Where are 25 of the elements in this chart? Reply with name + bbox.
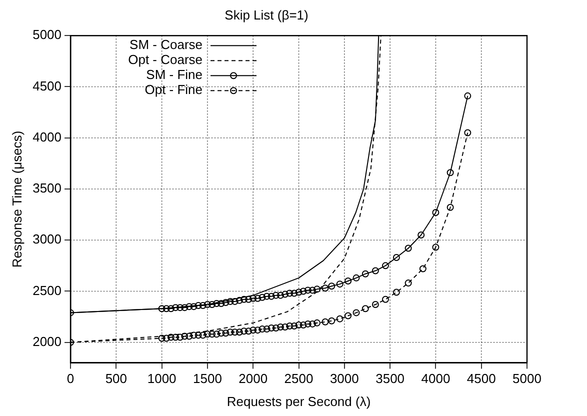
x-tick-label: 500	[105, 371, 128, 386]
x-tick-label: 4000	[421, 371, 450, 386]
x-tick-label: 2500	[284, 371, 314, 386]
y-tick-label: 4500	[32, 78, 62, 94]
legend-label: SM - Coarse	[130, 37, 203, 52]
chart-title: Skip List (β=1)	[224, 7, 308, 22]
x-tick-label: 2000	[238, 371, 268, 386]
y-axis-title: Response Time (μsecs)	[9, 130, 24, 268]
x-tick-label: 1500	[193, 371, 222, 386]
x-tick-label: 0	[66, 371, 74, 386]
legend-label: Opt - Coarse	[128, 52, 203, 68]
x-tick-label: 4500	[466, 371, 496, 386]
y-tick-label: 2500	[32, 282, 62, 298]
y-tick-label: 2000	[32, 334, 62, 349]
legend-label: SM - Fine	[146, 67, 203, 82]
legend-label: Opt - Fine	[144, 82, 203, 98]
y-tick-label: 3000	[32, 232, 62, 247]
x-tick-label: 5000	[512, 371, 542, 386]
y-tick-label: 5000	[32, 27, 62, 42]
x-axis-title: Requests per Second (λ)	[226, 394, 371, 409]
x-tick-label: 3500	[376, 371, 405, 386]
y-tick-label: 3500	[32, 180, 62, 196]
x-tick-label: 3000	[330, 371, 359, 386]
x-tick-label: 1000	[147, 371, 176, 386]
y-tick-label: 4000	[32, 129, 62, 144]
